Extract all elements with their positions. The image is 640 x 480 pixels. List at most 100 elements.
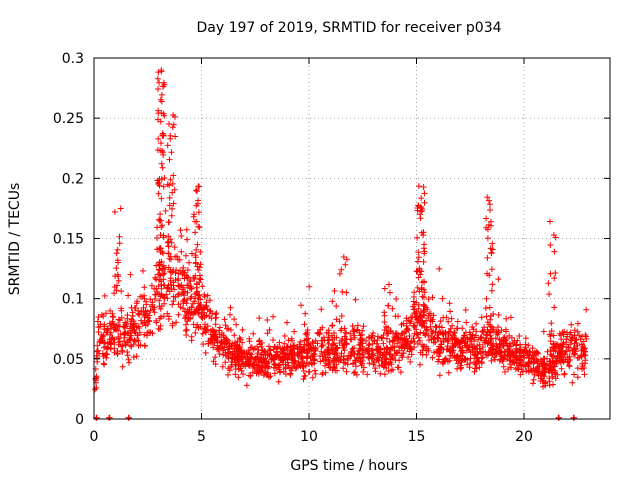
data-point <box>450 347 457 354</box>
data-point <box>167 267 174 273</box>
data-point <box>196 272 203 279</box>
data-point <box>546 291 553 298</box>
data-point <box>154 235 160 241</box>
data-point <box>356 342 363 349</box>
data-point <box>433 324 440 331</box>
data-point <box>104 351 111 358</box>
data-point <box>99 333 106 340</box>
data-point <box>114 246 121 253</box>
data-point <box>341 347 348 354</box>
data-point <box>140 308 147 315</box>
data-point <box>369 332 376 339</box>
data-point <box>417 271 424 278</box>
data-point <box>294 344 301 351</box>
data-point <box>566 353 573 360</box>
data-point <box>299 363 306 370</box>
data-point <box>366 341 373 348</box>
data-point <box>489 246 496 253</box>
data-point <box>472 361 479 368</box>
data-point <box>183 321 189 328</box>
data-point <box>159 132 166 139</box>
data-point <box>333 303 340 310</box>
data-point <box>406 343 413 350</box>
data-point <box>547 218 553 225</box>
data-point <box>237 336 244 343</box>
data-point <box>225 349 232 356</box>
data-point <box>310 351 317 358</box>
data-point <box>415 249 422 256</box>
data-point <box>531 355 538 362</box>
data-point <box>207 336 214 343</box>
data-point <box>530 376 537 383</box>
data-point <box>331 340 338 347</box>
data-point <box>116 323 123 330</box>
data-point <box>571 371 577 378</box>
data-point <box>272 362 279 369</box>
data-point <box>214 334 220 341</box>
data-point <box>157 140 164 147</box>
data-point <box>571 327 578 334</box>
data-point <box>411 310 418 317</box>
data-point <box>247 373 254 379</box>
data-point <box>489 240 496 247</box>
data-point <box>161 112 168 119</box>
data-point <box>312 345 319 352</box>
data-point <box>270 337 276 343</box>
data-point <box>548 353 555 359</box>
data-point <box>178 233 185 239</box>
data-point <box>187 277 194 284</box>
data-point <box>485 338 492 345</box>
data-point <box>212 321 219 328</box>
data-point <box>481 339 488 346</box>
data-point <box>198 314 205 320</box>
data-point <box>420 312 427 319</box>
data-point <box>550 332 557 339</box>
data-point <box>225 371 231 378</box>
data-point <box>182 288 189 295</box>
data-point <box>168 239 175 246</box>
data-point <box>418 285 425 291</box>
data-point <box>418 195 425 202</box>
data-point <box>309 374 316 381</box>
data-point <box>462 307 469 313</box>
data-point <box>106 320 113 327</box>
data-point <box>184 282 191 289</box>
data-point <box>329 322 336 329</box>
data-point <box>116 338 123 345</box>
data-point <box>206 297 213 304</box>
data-point <box>449 340 456 347</box>
data-point <box>421 190 428 197</box>
data-point <box>497 351 504 358</box>
data-point <box>403 341 410 348</box>
data-point <box>227 304 234 311</box>
data-point <box>151 309 158 316</box>
data-point <box>330 341 337 348</box>
data-point <box>554 371 561 378</box>
data-point <box>422 332 429 339</box>
data-point <box>298 348 305 355</box>
data-point <box>403 315 410 322</box>
data-point <box>252 355 259 362</box>
data-point <box>503 336 510 342</box>
data-point <box>429 330 436 336</box>
data-point <box>218 339 225 346</box>
data-point <box>175 283 182 290</box>
data-point <box>574 374 581 381</box>
data-point <box>530 380 536 387</box>
data-point <box>581 365 587 371</box>
y-tick-label: 0.3 <box>62 51 84 67</box>
data-point <box>196 224 203 231</box>
data-point <box>181 297 188 304</box>
data-point <box>411 322 418 329</box>
y-tick-label: 0.25 <box>53 111 84 127</box>
data-point <box>176 256 183 263</box>
data-point <box>578 341 585 348</box>
x-tick-label: 0 <box>90 429 99 445</box>
data-point <box>257 369 264 375</box>
data-point <box>266 346 273 353</box>
data-point <box>453 325 460 332</box>
data-point <box>324 346 331 353</box>
data-point <box>381 285 388 292</box>
data-point <box>127 342 134 349</box>
data-point <box>473 328 480 335</box>
